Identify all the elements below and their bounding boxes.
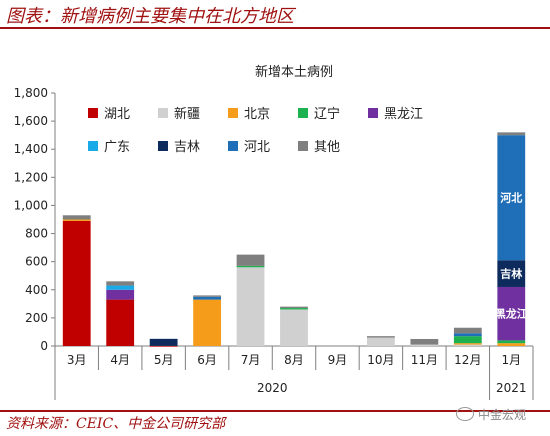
legend-swatch — [228, 108, 238, 118]
bar-segment-label: 吉林 — [500, 267, 522, 281]
bar-segment-湖北 — [62, 220, 91, 346]
bar-segment-河北 — [453, 333, 482, 337]
legend-label: 黑龙江 — [384, 107, 423, 122]
y-tick-label: 1,200 — [14, 170, 48, 184]
legend-swatch — [88, 108, 98, 118]
bar-segment-其他 — [410, 338, 439, 345]
year-group-label: 2021 — [496, 381, 527, 395]
x-tick-label: 9月 — [328, 353, 348, 367]
figure-header: 图表：新增病例主要集中在北方地区 — [0, 0, 550, 29]
x-tick-label: 3月 — [67, 353, 87, 367]
bar-segment-其他 — [193, 295, 221, 297]
y-tick-label: 0 — [40, 339, 48, 353]
legend-label: 河北 — [244, 140, 270, 155]
y-tick-label: 1,400 — [14, 142, 48, 156]
legend-label: 湖北 — [104, 107, 130, 122]
bar-segment-新疆 — [280, 309, 308, 346]
x-tick-label: 1月 — [501, 353, 521, 367]
x-tick-label: 12月 — [454, 353, 481, 367]
x-tick-label: 6月 — [197, 353, 217, 367]
bar-segment-新疆 — [453, 344, 482, 346]
bar-segment-其他 — [62, 215, 91, 220]
watermark-text: 中金宏观 — [478, 407, 527, 422]
bar-segment-label: 黑龙江 — [495, 307, 528, 321]
bar-segment-吉林 — [149, 338, 178, 346]
legend-swatch — [158, 141, 168, 151]
y-tick-label: 400 — [25, 283, 48, 297]
header-divider — [0, 27, 550, 29]
figure-title: 图表：新增病例主要集中在北方地区 — [6, 6, 294, 27]
y-tick-label: 1,800 — [14, 86, 48, 100]
footer-divider — [0, 410, 550, 412]
legend-label: 广东 — [104, 140, 130, 155]
bar-segment-黑龙江 — [106, 289, 135, 300]
x-tick-label: 7月 — [241, 353, 261, 367]
bar-segment-北京 — [193, 299, 221, 346]
bar-segment-其他 — [236, 254, 265, 266]
bar-segment-新疆 — [236, 267, 265, 346]
bar-segment-广东 — [106, 285, 135, 290]
bar-segment-湖北 — [149, 345, 178, 347]
bar-segment-北京 — [497, 343, 526, 346]
legend-swatch — [228, 141, 238, 151]
bar-segment-其他 — [367, 336, 395, 338]
x-tick-label: 10月 — [367, 353, 394, 367]
chart-title: 新增本土病例 — [255, 64, 333, 80]
x-tick-label: 8月 — [284, 353, 304, 367]
bar-segment-湖北 — [106, 299, 135, 346]
y-tick-label: 800 — [25, 227, 48, 241]
legend-label: 其他 — [314, 140, 340, 155]
legend-label: 新疆 — [174, 106, 200, 122]
x-tick-label: 4月 — [110, 353, 130, 367]
year-group-label: 2020 — [257, 381, 288, 395]
bar-segment-河北 — [193, 296, 221, 300]
source-note: 资料来源：CEIC、中金公司研究部 — [6, 416, 226, 432]
bar-segment-其他 — [280, 306, 308, 309]
y-tick-label: 600 — [25, 255, 48, 269]
legend-label: 北京 — [244, 107, 270, 122]
bar-segment-辽宁 — [280, 308, 308, 310]
bar-segment-辽宁 — [453, 336, 482, 344]
y-tick-label: 200 — [25, 311, 48, 325]
bar-segment-其他 — [106, 281, 135, 286]
bar-segment-河北 — [497, 135, 526, 261]
y-tick-label: 1,000 — [14, 198, 48, 212]
bar-segment-label: 河北 — [500, 191, 522, 205]
bar-segment-其他 — [453, 327, 482, 334]
bar-segment-黑龙江 — [497, 286, 526, 341]
legend-label: 吉林 — [174, 140, 200, 155]
bar-segment-新疆 — [410, 344, 439, 346]
x-tick-label: 5月 — [154, 353, 174, 367]
legend-swatch — [368, 108, 378, 118]
legend-swatch — [158, 108, 168, 118]
bar-segment-其他 — [497, 132, 526, 136]
legend-swatch — [298, 141, 308, 151]
legend-swatch — [88, 141, 98, 151]
bar-segment-吉林 — [497, 260, 526, 287]
bar-segment-辽宁 — [497, 340, 526, 344]
bar-segment-北京 — [62, 219, 91, 221]
legend-swatch — [298, 108, 308, 118]
watermark: 中金宏观 — [456, 404, 546, 424]
legend-label: 辽宁 — [314, 106, 340, 122]
wechat-logo-icon — [456, 407, 474, 421]
bar-segment-北京 — [453, 343, 482, 345]
bar-segment-新疆 — [367, 337, 395, 346]
y-tick-label: 1,600 — [14, 114, 48, 128]
x-tick-label: 11月 — [411, 353, 438, 367]
bar-segment-辽宁 — [236, 265, 265, 268]
